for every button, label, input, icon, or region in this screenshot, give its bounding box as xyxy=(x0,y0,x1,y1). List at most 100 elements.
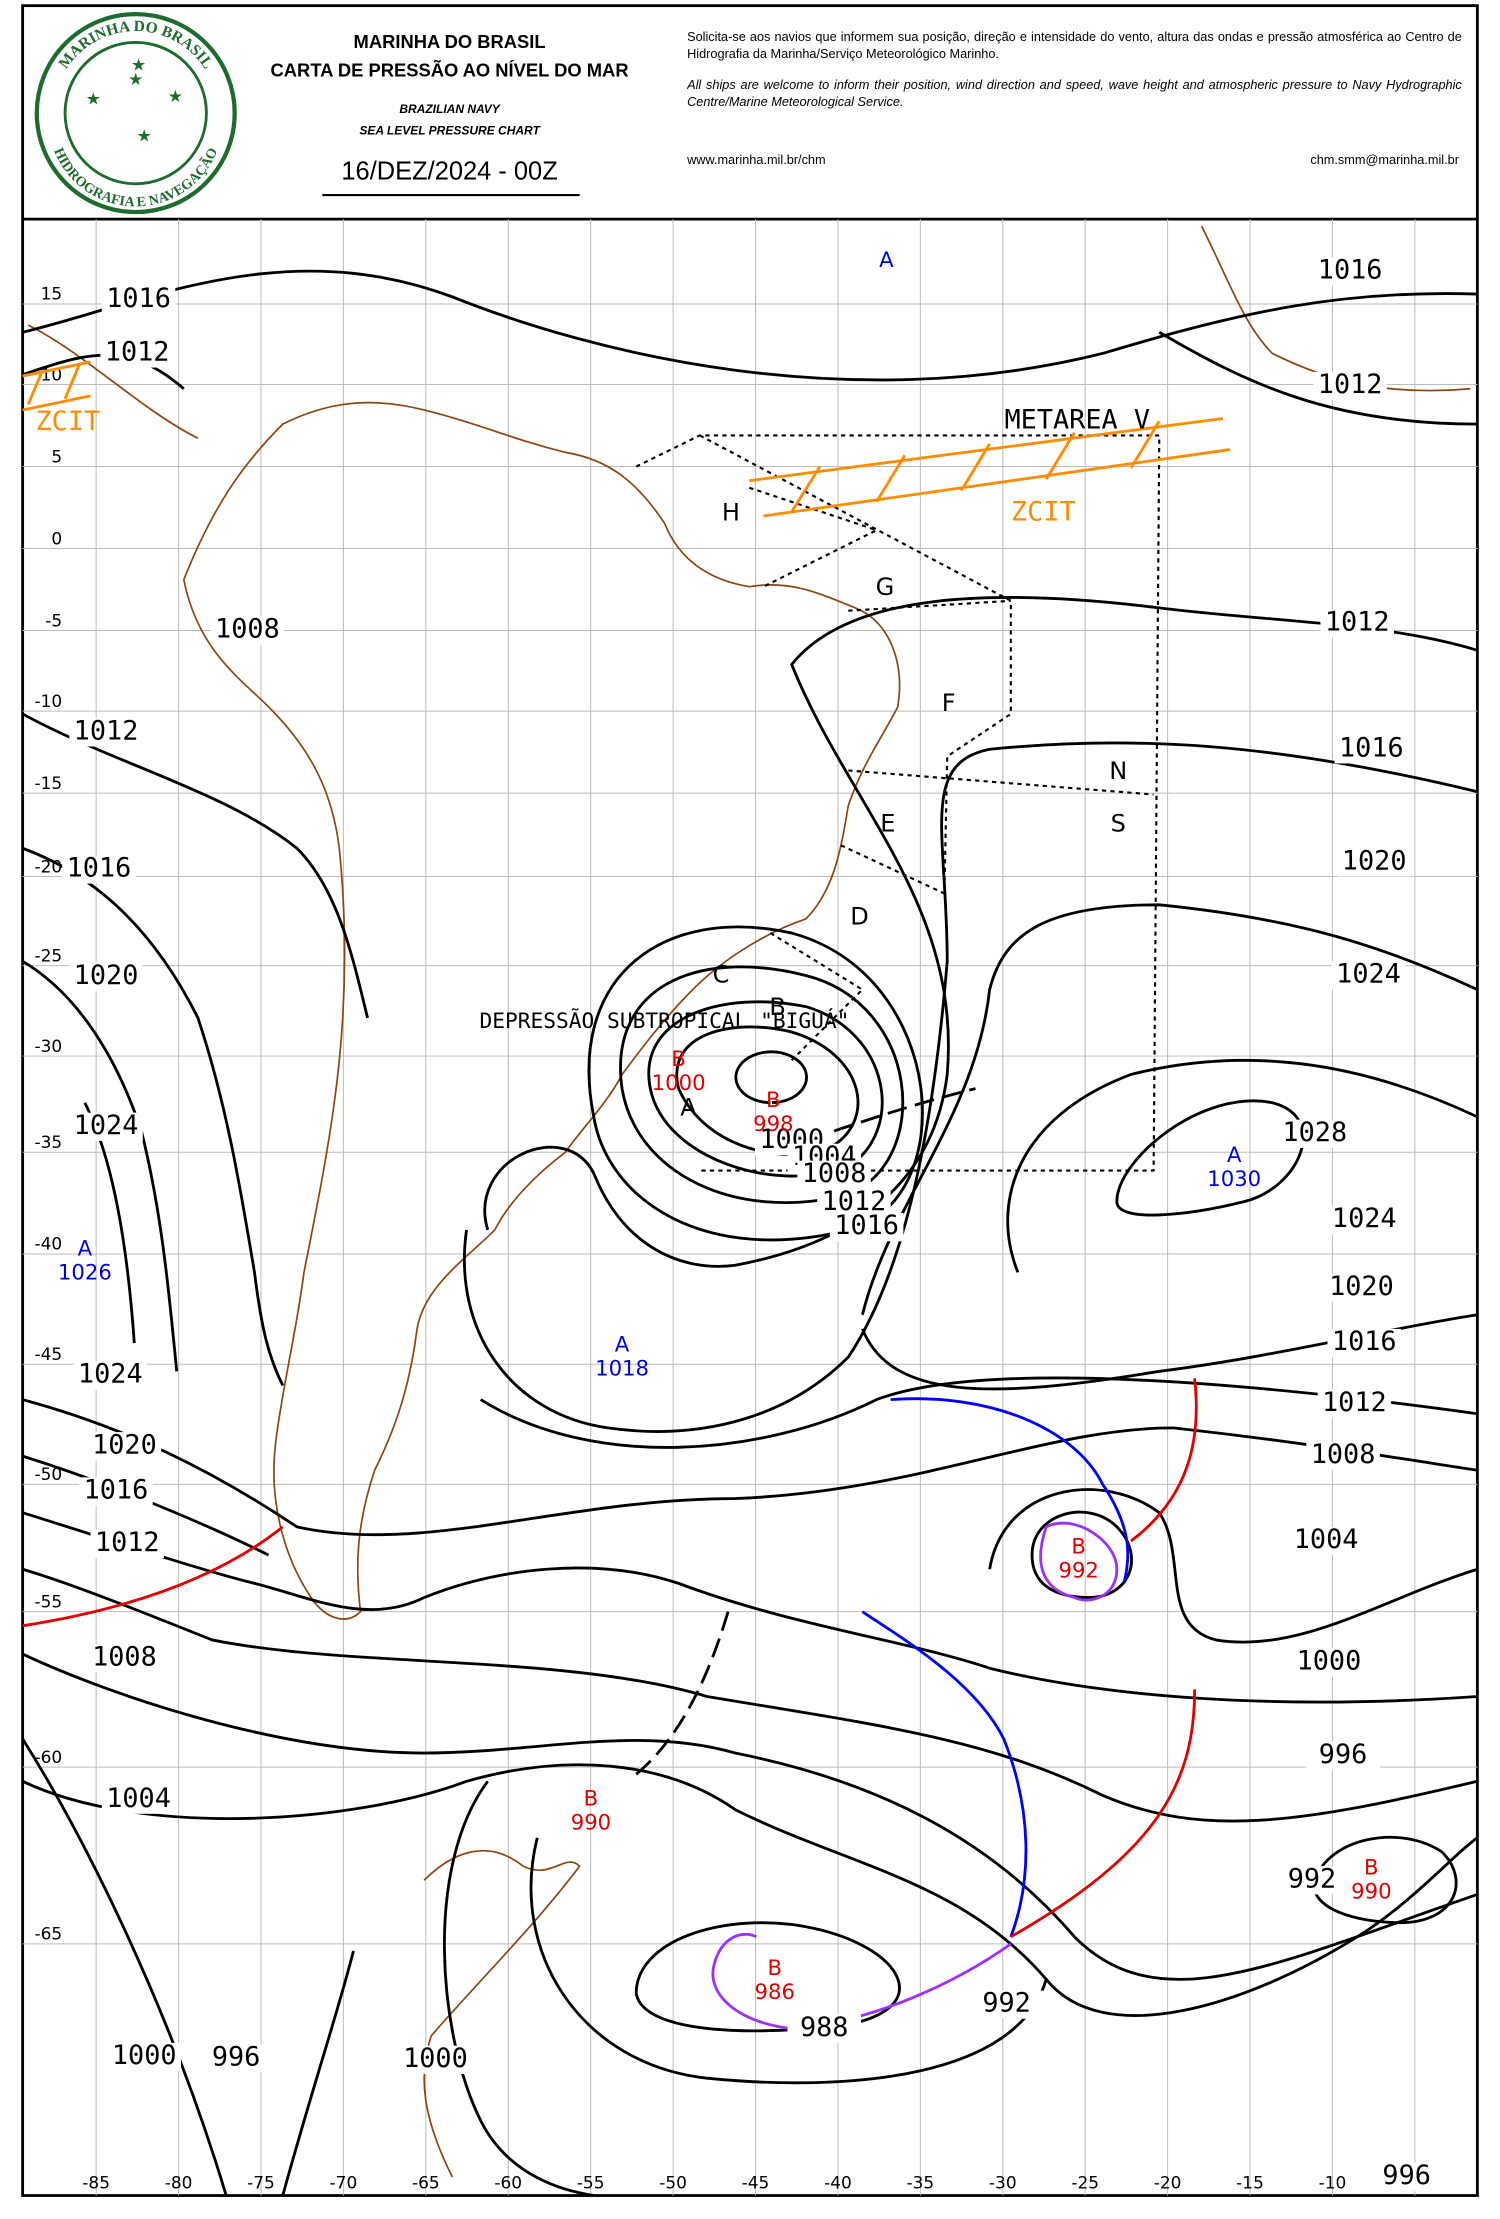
isobar-label: 1008 xyxy=(802,1158,867,1189)
label-backdrop xyxy=(69,1112,143,1141)
area-letter: D xyxy=(850,903,869,931)
label-backdrop xyxy=(1306,1442,1380,1471)
center-letter: B xyxy=(584,1785,599,1810)
isobar-label: 1016 xyxy=(67,853,132,884)
isobar-label: 1020 xyxy=(1342,845,1407,876)
label-backdrop xyxy=(87,1644,162,1673)
isobar-label: 996 xyxy=(1382,2160,1431,2191)
isobar-label: 1008 xyxy=(215,614,280,645)
isobar-label: 1016 xyxy=(834,1210,899,1241)
fronts xyxy=(22,1087,1198,2031)
label-backdrop xyxy=(1313,257,1387,286)
lat-label: -40 xyxy=(35,1234,63,1254)
lon-label: -80 xyxy=(165,2172,193,2192)
label-backdrop xyxy=(1317,1389,1392,1418)
center-letter: A xyxy=(879,247,894,272)
isobar-label: 1004 xyxy=(1294,1524,1359,1555)
date: 16/DEZ/2024 - 00Z xyxy=(341,158,557,186)
isobar-label: 1008 xyxy=(1311,1439,1376,1470)
isobar-label: 996 xyxy=(1319,1739,1368,1770)
isobar-label: 1012 xyxy=(95,1527,160,1558)
label-backdrop xyxy=(817,1188,891,1218)
lat-label: -45 xyxy=(35,1344,63,1364)
lon-label: -35 xyxy=(907,2172,935,2192)
label-backdrop xyxy=(101,1785,176,1814)
lon-label: -65 xyxy=(412,2172,440,2192)
itcz xyxy=(22,360,1231,518)
lat-label: -10 xyxy=(35,691,63,711)
center-letter: B xyxy=(1071,1534,1086,1559)
lon-label: -50 xyxy=(659,2172,687,2192)
isobar-label: 1004 xyxy=(106,1783,171,1814)
lon-label: -15 xyxy=(1236,2172,1264,2192)
isobar-label: 1016 xyxy=(1339,732,1404,763)
lat-label: -65 xyxy=(35,1924,63,1944)
isobar-label: 1028 xyxy=(1282,1117,1347,1148)
lat-label: -30 xyxy=(35,1036,63,1056)
label-backdrop xyxy=(100,339,174,368)
label-backdrop xyxy=(1337,848,1411,877)
title-en: SEA LEVEL PRESSURE CHART xyxy=(359,123,541,137)
lon-label: -25 xyxy=(1071,2172,1099,2192)
label-backdrop xyxy=(1292,1648,1366,1677)
label-backdrop xyxy=(1331,961,1406,990)
center-pressure: 1000 xyxy=(652,1070,706,1095)
label-backdrop xyxy=(107,2042,181,2072)
lon-label: -20 xyxy=(1154,2172,1182,2192)
center-pressure: 998 xyxy=(753,1111,793,1136)
storm-label: DEPRESSÃO SUBTROPICAL "BIGUÁ" xyxy=(480,1007,850,1033)
lat-label: 15 xyxy=(41,284,63,304)
label-backdrop xyxy=(79,1477,153,1506)
note-pt: Solicita-se aos navios que informem sua … xyxy=(687,29,1462,61)
metarea-boundary xyxy=(635,434,1161,1172)
isobar-label: 1000 xyxy=(112,2040,177,2071)
isobar-label: 1016 xyxy=(1318,255,1383,286)
center-pressure: 992 xyxy=(1058,1558,1098,1583)
lat-label: -55 xyxy=(35,1591,63,1611)
lat-label: 5 xyxy=(51,446,62,466)
isobar-label: 992 xyxy=(1288,1863,1337,1894)
center-pressure: 1018 xyxy=(595,1356,649,1381)
label-backdrop xyxy=(797,1160,871,1189)
labels: METAREA V ZCIT ZCIT DEPRESSÃO SUBTROPICA… xyxy=(36,247,1444,2192)
label-backdrop xyxy=(1320,609,1394,638)
label-backdrop xyxy=(69,718,143,747)
area-letter: H xyxy=(722,498,740,526)
itcz-label: ZCIT xyxy=(36,406,101,437)
isobar-label: 1024 xyxy=(1332,1203,1397,1234)
lon-label: -55 xyxy=(577,2172,605,2192)
lat-label: -60 xyxy=(35,1747,63,1767)
frame xyxy=(21,4,1479,2197)
lat-label: -15 xyxy=(35,773,63,793)
area-letter: F xyxy=(942,689,956,717)
isobar-label: 988 xyxy=(800,2012,849,2043)
isobar-label: 1008 xyxy=(92,1641,157,1672)
label-backdrop xyxy=(398,2045,473,2074)
org: MARINHA DO BRASIL xyxy=(354,31,546,52)
isobar-label: 1024 xyxy=(74,1110,139,1141)
isobar-label: 1016 xyxy=(106,283,171,314)
svg-text:★: ★ xyxy=(86,89,101,109)
note-en: All ships are welcome to inform their po… xyxy=(687,77,1462,109)
area-letter: S xyxy=(1111,809,1126,837)
center-pressure: 1026 xyxy=(58,1259,112,1284)
metarea-label: METAREA V xyxy=(1005,404,1151,435)
isobar-label: 1020 xyxy=(74,960,139,991)
center-letter: A xyxy=(1227,1142,1242,1167)
notes: Solicita-se aos navios que informem sua … xyxy=(687,29,1462,109)
label-backdrop xyxy=(90,1529,165,1558)
svg-text:★: ★ xyxy=(168,86,183,106)
title: CARTA DE PRESSÃO AO NÍVEL DO MAR xyxy=(271,59,629,80)
label-backdrop xyxy=(1369,2163,1444,2192)
isobar-label: 996 xyxy=(212,2041,261,2072)
label-backdrop xyxy=(969,1990,1044,2019)
isobar-label: 1012 xyxy=(1325,607,1390,638)
lon-label: -40 xyxy=(824,2172,852,2192)
lat-label: -25 xyxy=(35,945,63,965)
area-letter: N xyxy=(1109,757,1127,785)
center-pressure: 1030 xyxy=(1207,1166,1261,1191)
label-backdrop xyxy=(829,1212,904,1242)
center-pressure: 986 xyxy=(755,1979,795,2004)
label-backdrop xyxy=(62,855,136,884)
lon-label: -45 xyxy=(742,2172,770,2192)
